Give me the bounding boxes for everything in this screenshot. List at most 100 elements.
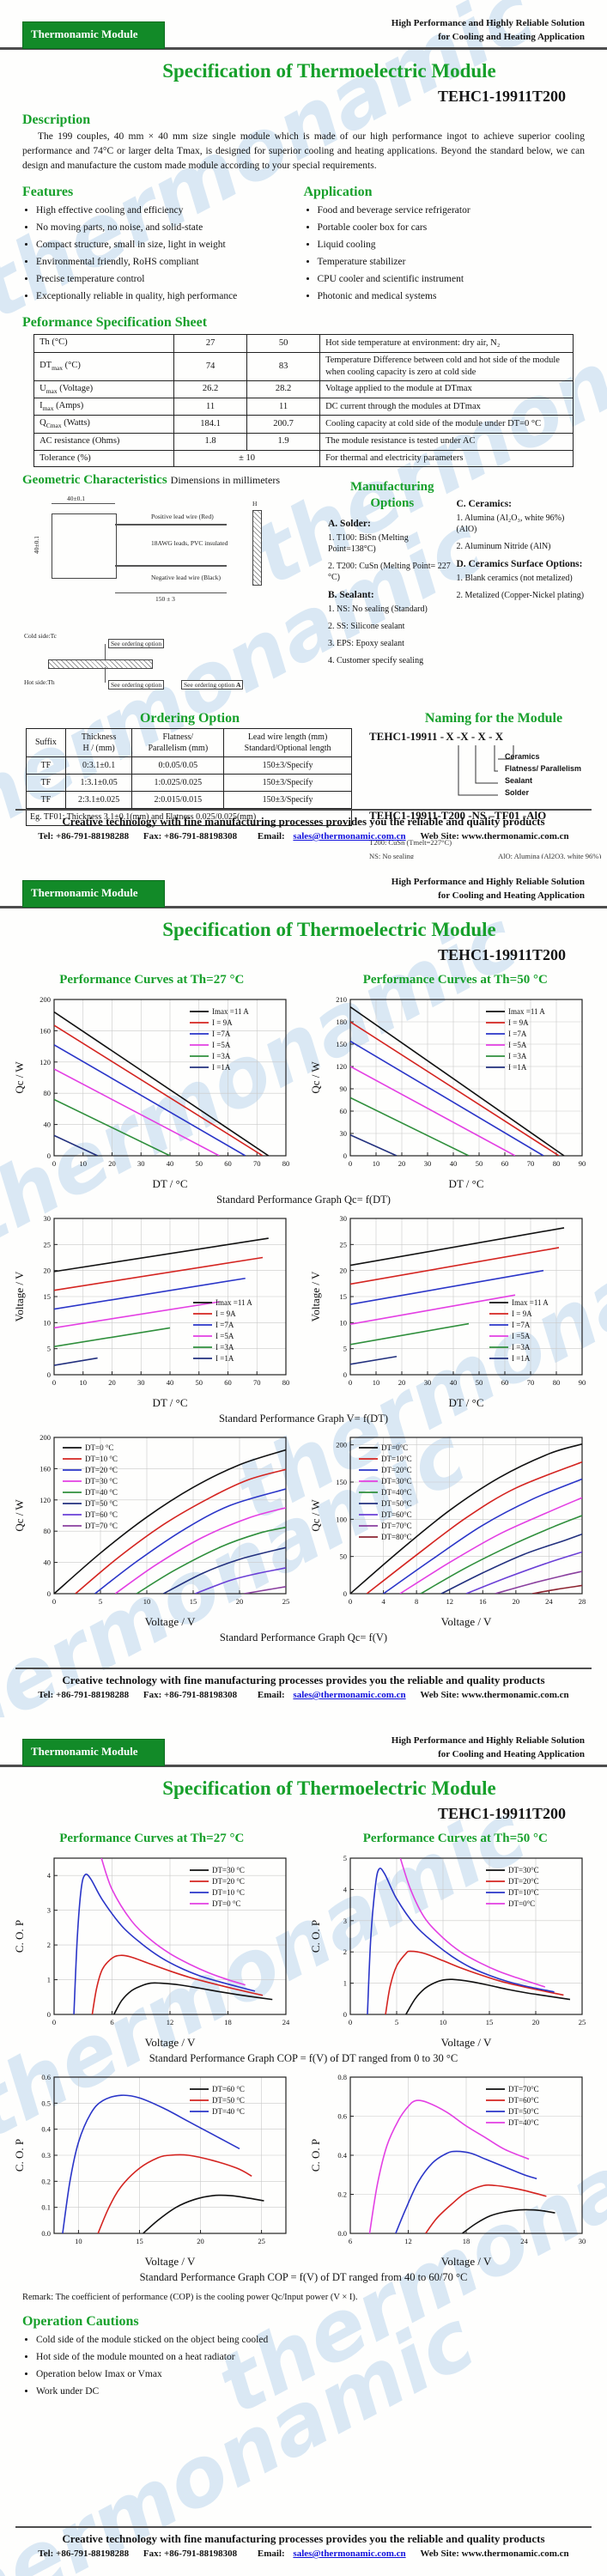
svg-text:DT=40°C: DT=40°C <box>508 2118 539 2127</box>
tagline-line1: High Performance and Highly Reliable Sol… <box>391 877 585 887</box>
application-item: CPU cooler and scientific instrument <box>318 270 586 288</box>
svg-text:Qc / W: Qc / W <box>14 1060 26 1093</box>
email-link[interactable]: sales@thermonamic.com.cn <box>293 831 406 841</box>
svg-text:I =7A: I =7A <box>512 1321 531 1329</box>
svg-text:2: 2 <box>46 1941 50 1949</box>
table-example-row: Eg. TF01: Thickness 3.1±0.1(mm) and Flat… <box>26 807 352 826</box>
naming-heading: Naming for the Module <box>424 710 563 726</box>
svg-text:200: 200 <box>39 1433 51 1442</box>
chart-cop-vs-v-th50-high: 6 12 18 24 30 0.0 0.2 0.4 0.6 0.8 Voltage / V C. O.… <box>309 2069 593 2269</box>
svg-text:0: 0 <box>52 2018 56 2026</box>
page-3: thermonamic thermonamic thermonamic Ther… <box>0 1717 607 2576</box>
feature-item: No moving parts, no noise, and solid-sta… <box>36 219 304 236</box>
chart-qc-vs-v-th27: 0 5 10 15 20 25 0 40 80 120 160 200 Voltage / V Qc / … <box>13 1429 297 1630</box>
svg-text:12: 12 <box>405 2237 413 2245</box>
svg-text:20: 20 <box>513 1597 520 1606</box>
svg-text:DT / °C: DT / °C <box>152 1396 187 1409</box>
svg-text:DT=10 °C: DT=10 °C <box>212 1888 245 1897</box>
svg-text:80: 80 <box>43 1527 51 1535</box>
svg-text:70: 70 <box>253 1378 261 1387</box>
naming-label-solder: Solder <box>505 787 530 797</box>
svg-text:I =3A: I =3A <box>512 1343 531 1352</box>
svg-text:40: 40 <box>450 1378 458 1387</box>
chart-v-vs-dt-th50: 0 10 20 30 40 50 60 70 80 90 0 5 10 15 20 25 30 DT / °C Vo… <box>309 1210 593 1411</box>
header-tagline: High Performance and Highly Reliable Sol… <box>392 876 585 906</box>
svg-text:Imax =11 A: Imax =11 A <box>215 1298 252 1307</box>
geometric-heading: Geometric Characteristics <box>22 472 167 487</box>
svg-text:90: 90 <box>579 1378 586 1387</box>
svg-text:25: 25 <box>579 2018 586 2026</box>
svg-text:4: 4 <box>382 1597 386 1606</box>
svg-text:4: 4 <box>343 1885 348 1893</box>
ordering-option-note-a: See ordering option A <box>181 679 244 690</box>
svg-text:25: 25 <box>258 2237 265 2245</box>
svg-text:40: 40 <box>450 1159 458 1168</box>
svg-text:4: 4 <box>46 1871 51 1880</box>
svg-text:0.2: 0.2 <box>338 2190 348 2198</box>
ordering-option-note: See ordering option <box>108 679 165 690</box>
svg-text:10: 10 <box>440 2018 447 2026</box>
model-number: TEHC1-19911T200 <box>437 1804 566 1822</box>
svg-text:Voltage / V: Voltage / V <box>310 1271 322 1321</box>
svg-text:DT=10°C: DT=10°C <box>508 1888 539 1897</box>
svg-text:40: 40 <box>43 1120 51 1128</box>
svg-text:60: 60 <box>224 1378 232 1387</box>
svg-text:DT=30 °C: DT=30 °C <box>212 1866 245 1874</box>
svg-text:80: 80 <box>282 1378 289 1387</box>
svg-text:60: 60 <box>224 1159 232 1168</box>
svg-text:50: 50 <box>340 1552 348 1561</box>
solder-option: 1. T100: BiSn (Melting Point=138°C) <box>328 532 409 554</box>
svg-text:0: 0 <box>343 2010 347 2019</box>
table-row: DTmax (°C) 74 83 Temperature Difference … <box>33 351 574 381</box>
svg-text:I = 9A: I = 9A <box>512 1309 532 1318</box>
svg-text:24: 24 <box>282 2018 289 2026</box>
svg-text:15: 15 <box>189 1597 197 1606</box>
ceramics-option: 2. Aluminum Nitride (AlN) <box>456 541 551 551</box>
svg-text:6: 6 <box>110 2018 113 2026</box>
footer-website: Web Site: www.thermonamic.com.cn <box>420 2549 569 2559</box>
email-link[interactable]: sales@thermonamic.com.cn <box>293 2549 406 2559</box>
caption-cop-low: Standard Performance Graph COP = f(V) of… <box>149 2051 458 2064</box>
svg-text:25: 25 <box>340 1240 348 1249</box>
page-title: Specification of Thermoelectric Module <box>162 59 496 82</box>
footer-website: Web Site: www.thermonamic.com.cn <box>420 831 569 841</box>
feature-item: High effective cooling and efficiency <box>36 202 304 219</box>
naming-note: NS: No sealing <box>369 851 414 859</box>
svg-text:90: 90 <box>340 1084 348 1093</box>
svg-text:I =3A: I =3A <box>508 1052 527 1060</box>
model-number: TEHC1-19911T200 <box>437 87 566 105</box>
features-heading: Features <box>22 184 74 199</box>
manufacturing-heading: Manufacturing Options <box>350 479 434 511</box>
naming-connector-lines <box>458 744 514 796</box>
chart-cop-vs-v-th50-low: 0 5 10 15 20 25 0 1 2 3 4 5 Voltage / V C. O. P DT=30°… <box>309 1850 593 2050</box>
svg-text:0.2: 0.2 <box>41 2177 51 2185</box>
svg-text:40: 40 <box>43 1558 51 1566</box>
cop-remark: Remark: The coefficient of performance (… <box>22 2292 358 2302</box>
chart-cop-vs-v-th27-high: 10 15 20 25 0.0 0.1 0.2 0.3 0.4 0.5 0.6 Voltage / V… <box>13 2069 297 2269</box>
svg-text:I =3A: I =3A <box>212 1052 231 1060</box>
table-row: Tolerance (%) ± 10 For thermal and elect… <box>33 449 574 467</box>
caption-v-dt: Standard Performance Graph V= f(DT) <box>218 1412 389 1425</box>
svg-text:5: 5 <box>343 1854 347 1862</box>
svg-text:50: 50 <box>195 1159 203 1168</box>
svg-text:20: 20 <box>108 1378 116 1387</box>
svg-text:18: 18 <box>224 2018 232 2026</box>
geometric-drawing: Geometric Characteristics Dimensions in … <box>22 472 325 702</box>
dimension-width-label: 40±0.1 <box>67 494 85 502</box>
email-link[interactable]: sales@thermonamic.com.cn <box>293 1690 406 1700</box>
svg-text:150: 150 <box>337 1478 348 1486</box>
svg-text:3: 3 <box>46 1906 50 1915</box>
header-tagline: High Performance and Highly Reliable Sol… <box>392 1735 585 1765</box>
svg-text:180: 180 <box>337 1018 348 1026</box>
svg-text:120: 120 <box>337 1062 348 1071</box>
svg-text:Qc / W: Qc / W <box>310 1060 322 1093</box>
svg-text:I =5A: I =5A <box>212 1041 231 1049</box>
svg-text:0.4: 0.4 <box>41 2125 51 2134</box>
curves-heading-th50: Performance Curves at Th=50 °C <box>362 1831 548 1845</box>
svg-text:20: 20 <box>43 1267 51 1275</box>
svg-text:I =7A: I =7A <box>212 1030 231 1038</box>
svg-text:DT=20°C: DT=20°C <box>508 1877 539 1886</box>
footer-fax: Fax: +86-791-88198308 <box>143 831 238 841</box>
svg-text:DT=30°C: DT=30°C <box>508 1866 539 1874</box>
surface-options-heading: D. Ceramics Surface Options: <box>456 558 583 569</box>
